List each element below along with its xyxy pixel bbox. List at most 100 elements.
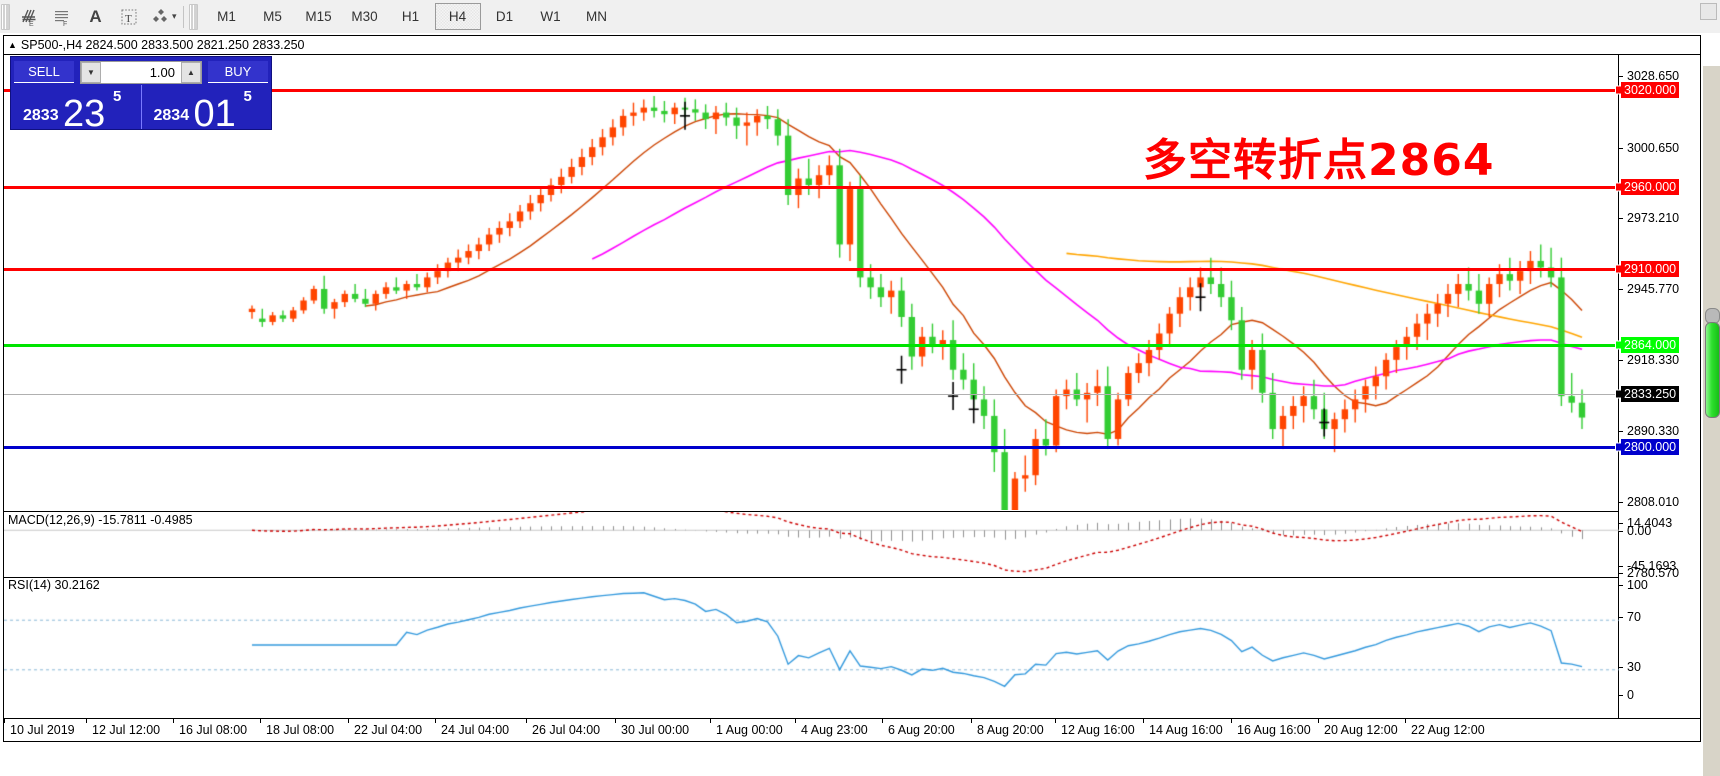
price-level-2864[interactable]: 2864.000	[1621, 337, 1680, 353]
timeframe-h4[interactable]: H4	[434, 3, 481, 30]
objects-icon[interactable]	[145, 3, 178, 31]
price-tick	[1619, 289, 1623, 290]
volume-increase-button[interactable]: ▲	[181, 61, 201, 83]
price-tick	[1619, 431, 1623, 432]
text-label-glyph: T	[121, 9, 136, 25]
indicators-icon[interactable]: E	[13, 3, 46, 31]
volume-stepper[interactable]: ▼ 1.00 ▲	[80, 60, 202, 84]
time-axis-label: 10 Jul 2019	[10, 723, 75, 737]
text-label-icon[interactable]: T	[112, 3, 145, 31]
time-tick	[1055, 719, 1056, 723]
time-axis-label: 14 Aug 16:00	[1149, 723, 1223, 737]
price-tick	[1619, 360, 1623, 361]
macd-canvas	[4, 512, 1619, 576]
timeframe-m15[interactable]: M15	[305, 9, 332, 24]
rsi-tick-label: 0	[1627, 688, 1634, 702]
level-line-support-2800[interactable]	[4, 446, 1619, 449]
ask-quote[interactable]: 2834 01 5	[140, 85, 272, 133]
price-level-2910[interactable]: 2910.000	[1621, 261, 1680, 277]
rsi-title: RSI(14) 30.2162	[8, 578, 100, 592]
time-axis-label: 30 Jul 00:00	[621, 723, 690, 737]
rsi-pane[interactable]: RSI(14) 30.2162	[4, 577, 1619, 701]
level-line-resistance-2960[interactable]	[4, 186, 1619, 189]
rsi-axis: 100 70 30 0	[1619, 577, 1700, 702]
price-axis[interactable]: 3028.650 3000.650 2973.210 2945.770 2918.330…	[1615, 55, 1700, 580]
volume-decrease-button[interactable]: ▼	[81, 61, 101, 83]
timeframe-m30[interactable]: M30	[351, 9, 378, 24]
rsi-canvas	[4, 577, 1619, 701]
symbol-info-bar: ▲ SP500-,H4 2824.500 2833.500 2821.250 2…	[4, 36, 1700, 55]
objects-dropdown-caret[interactable]: ▾	[172, 11, 177, 21]
ask-price-main: 01	[193, 93, 236, 135]
volume-input[interactable]: 1.00	[149, 64, 175, 80]
time-tick	[1231, 719, 1232, 723]
price-level-2800[interactable]: 2800.000	[1621, 439, 1680, 455]
price-level-2960[interactable]: 2960.000	[1621, 179, 1680, 195]
price-tick-label: 3028.650	[1627, 69, 1680, 83]
one-click-trade-panel[interactable]: SELL ▼ 1.00 ▲ BUY 2833 23 5 2834 01 5	[10, 56, 272, 133]
timeframe-m1[interactable]: M1	[217, 9, 236, 24]
timeframe-m5[interactable]: M5	[263, 9, 282, 24]
level-line-resistance-2910[interactable]	[4, 268, 1619, 271]
time-axis-label: 16 Jul 08:00	[179, 723, 248, 737]
macd-tick-label: 0.00	[1627, 524, 1652, 538]
chart-annotation-text[interactable]: 多空转折点2864	[1143, 135, 1495, 186]
macd-tick	[1619, 523, 1623, 524]
timeframe-d1[interactable]: D1	[495, 9, 514, 24]
toolbar-overflow-button[interactable]	[1700, 3, 1717, 20]
time-axis[interactable]: 10 Jul 2019 12 Jul 12:00 16 Jul 08:00 18 Ju…	[4, 718, 1700, 741]
level-line-current-price[interactable]	[4, 394, 1619, 395]
period-toolbar-grip[interactable]	[188, 3, 198, 30]
price-tick	[1619, 573, 1623, 574]
buy-button[interactable]: BUY	[208, 61, 268, 83]
trade-controls-row: SELL ▼ 1.00 ▲ BUY	[11, 57, 271, 85]
price-tick	[1619, 502, 1623, 503]
time-tick	[1405, 719, 1406, 723]
time-axis-label: 22 Jul 04:00	[354, 723, 423, 737]
time-axis-label: 4 Aug 23:00	[801, 723, 868, 737]
rsi-tick	[1619, 695, 1623, 696]
time-tick	[260, 719, 261, 723]
toolbar-grip[interactable]	[1, 3, 10, 30]
time-tick	[173, 719, 174, 723]
bid-price-fraction: 5	[113, 88, 122, 105]
ask-price-head: 2834	[153, 107, 190, 124]
price-tick	[1619, 148, 1623, 149]
timeframe-h1[interactable]: H1	[401, 9, 420, 24]
candlestick-canvas[interactable]	[4, 55, 1619, 510]
text-icon[interactable]: A	[89, 6, 102, 26]
collapse-triangle-icon[interactable]: ▲	[8, 40, 17, 50]
main-toolbar: E F A T ▾ M1 M5 M15 M30 H1 H4 D1 W1 MN	[0, 0, 1720, 34]
level-line-pivot-2864[interactable]	[4, 344, 1619, 347]
macd-title: MACD(12,26,9) -15.7811 -0.4985	[8, 513, 193, 527]
vertical-scrollbar[interactable]	[1702, 66, 1720, 776]
ask-price-fraction: 5	[243, 88, 252, 105]
sell-button[interactable]: SELL	[14, 61, 74, 83]
rsi-tick	[1619, 617, 1623, 618]
price-level-3020[interactable]: 3020.000	[1621, 82, 1680, 98]
rsi-tick	[1619, 585, 1623, 586]
time-tick	[882, 719, 883, 723]
time-tick	[795, 719, 796, 723]
current-price-label[interactable]: 2833.250	[1621, 386, 1680, 402]
time-tick	[710, 719, 711, 723]
time-axis-label: 1 Aug 00:00	[716, 723, 783, 737]
timeframe-w1[interactable]: W1	[540, 9, 561, 24]
time-axis-label: 22 Aug 12:00	[1411, 723, 1485, 737]
level-line-resistance-3020[interactable]	[4, 89, 1619, 92]
bid-quote[interactable]: 2833 23 5	[11, 85, 141, 133]
timeframe-mn[interactable]: MN	[586, 9, 608, 24]
scrollbar-thumb[interactable]	[1705, 322, 1720, 418]
time-tick	[615, 719, 616, 723]
macd-tick-label: -45.1693	[1627, 559, 1677, 573]
rsi-tick-label: 100	[1627, 578, 1648, 592]
crosshair-objects-icon[interactable]: F	[46, 3, 79, 31]
time-tick	[435, 719, 436, 723]
macd-pane[interactable]: MACD(12,26,9) -15.7811 -0.4985	[4, 511, 1619, 578]
price-pane[interactable]: 多空转折点2864	[4, 55, 1619, 510]
svg-text:F: F	[63, 21, 67, 27]
time-tick	[348, 719, 349, 723]
bid-price-main: 23	[63, 93, 106, 135]
bid-price-head: 2833	[23, 107, 59, 124]
time-axis-label: 18 Jul 08:00	[266, 723, 335, 737]
